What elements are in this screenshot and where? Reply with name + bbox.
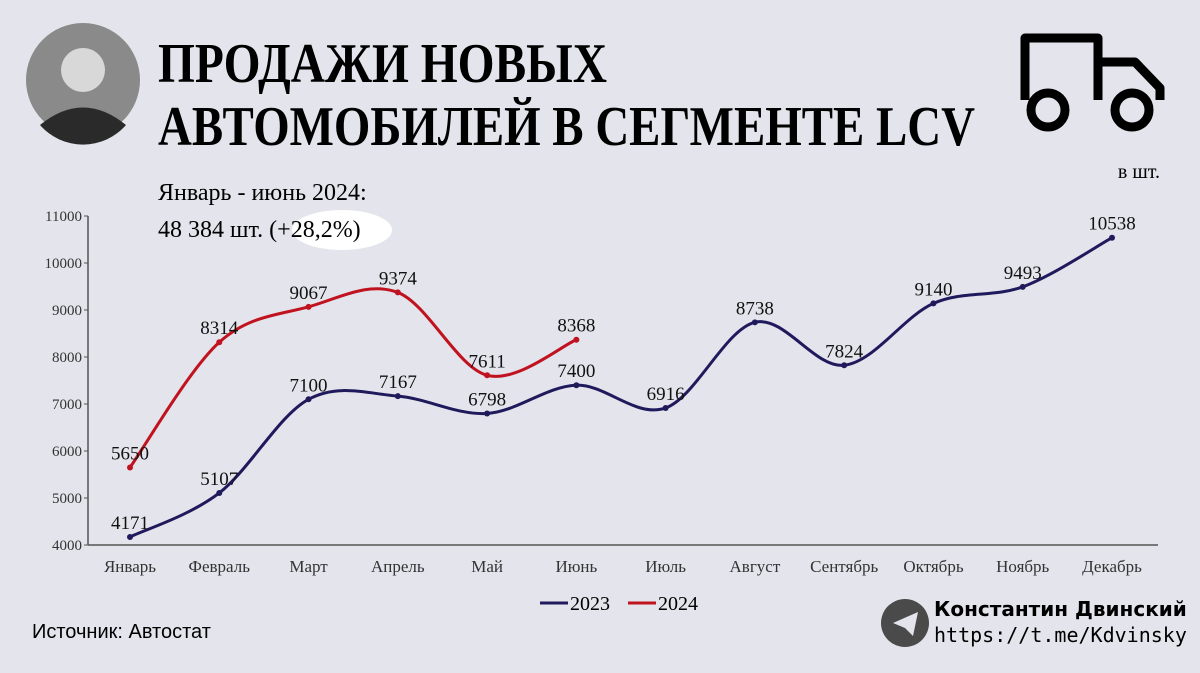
data-label: 9140 — [914, 279, 952, 300]
data-point — [216, 489, 223, 496]
data-label: 7400 — [557, 361, 595, 382]
data-label: 9374 — [379, 268, 418, 289]
data-point — [216, 339, 223, 346]
data-label: 9493 — [1004, 263, 1042, 284]
data-point — [573, 382, 580, 389]
annotation: 48 384 шт. (+28,2%) — [158, 217, 361, 243]
unit-label: в шт. — [1118, 161, 1160, 183]
x-tick-label: Сентябрь — [810, 557, 878, 576]
y-tick-label: 11000 — [45, 209, 82, 225]
y-tick-label: 10000 — [45, 256, 83, 272]
annotation: Январь - июнь 2024: — [158, 180, 367, 206]
data-label: 8368 — [557, 316, 595, 337]
x-tick-label: Ноябрь — [996, 557, 1049, 576]
data-point — [751, 319, 758, 326]
data-label: 7167 — [379, 372, 417, 393]
x-tick-label: Июль — [645, 557, 686, 576]
data-label: 9067 — [290, 283, 328, 304]
data-point — [841, 362, 848, 369]
data-label: 4171 — [111, 513, 149, 534]
data-label: 5650 — [111, 443, 149, 464]
legend-label: 2023 — [570, 593, 610, 615]
x-tick-label: Декабрь — [1082, 557, 1142, 576]
chart-title: АВТОМОБИЛЕЙ В СЕГМЕНТЕ LCV — [158, 96, 975, 158]
x-tick-label: Май — [471, 557, 503, 576]
chart-title: ПРОДАЖИ НОВЫХ — [158, 33, 607, 95]
y-tick-label: 7000 — [52, 397, 82, 413]
data-label: 7611 — [468, 351, 505, 372]
data-label: 7824 — [825, 341, 864, 362]
y-tick-label: 9000 — [52, 303, 82, 319]
data-point — [305, 303, 312, 310]
truck-icon — [1020, 33, 1165, 132]
data-point — [1019, 283, 1026, 290]
source: Источник: Автостат — [32, 621, 211, 643]
data-point — [394, 289, 401, 296]
data-label: 5107 — [200, 469, 238, 490]
legend-label: 2024 — [658, 593, 698, 615]
series-line — [128, 287, 577, 469]
data-point — [484, 410, 491, 417]
highlight — [292, 210, 392, 250]
x-tick-label: Август — [730, 557, 781, 576]
y-tick-label: 6000 — [52, 444, 82, 460]
telegram-icon — [881, 599, 929, 647]
data-label: 6916 — [647, 384, 685, 405]
y-tick-label: 8000 — [52, 350, 82, 366]
data-label: 6798 — [468, 389, 506, 410]
data-label: 8738 — [736, 298, 774, 319]
x-tick-label: Октябрь — [903, 557, 963, 576]
data-point — [662, 404, 669, 411]
x-tick-label: Июнь — [555, 557, 597, 576]
data-label: 10538 — [1088, 214, 1136, 235]
data-point — [484, 372, 491, 379]
x-tick-label: Январь — [104, 557, 156, 576]
author-link: https://t.me/Kdvinsky — [934, 623, 1187, 647]
author: Константин Двинский — [934, 597, 1187, 621]
x-tick-label: Апрель — [371, 557, 425, 576]
data-point — [305, 396, 312, 403]
data-point — [1109, 234, 1115, 241]
x-tick-label: Февраль — [189, 557, 251, 576]
data-label: 7100 — [290, 375, 328, 396]
data-point — [573, 336, 580, 343]
y-tick-label: 4000 — [52, 538, 82, 554]
x-tick-label: Март — [289, 557, 328, 576]
data-label: 8314 — [200, 318, 239, 339]
portrait — [26, 23, 140, 145]
y-tick-label: 5000 — [52, 491, 82, 507]
series-line — [129, 236, 1113, 539]
data-point — [930, 300, 937, 307]
data-point — [127, 464, 133, 471]
data-point — [127, 533, 133, 540]
data-point — [394, 393, 401, 400]
